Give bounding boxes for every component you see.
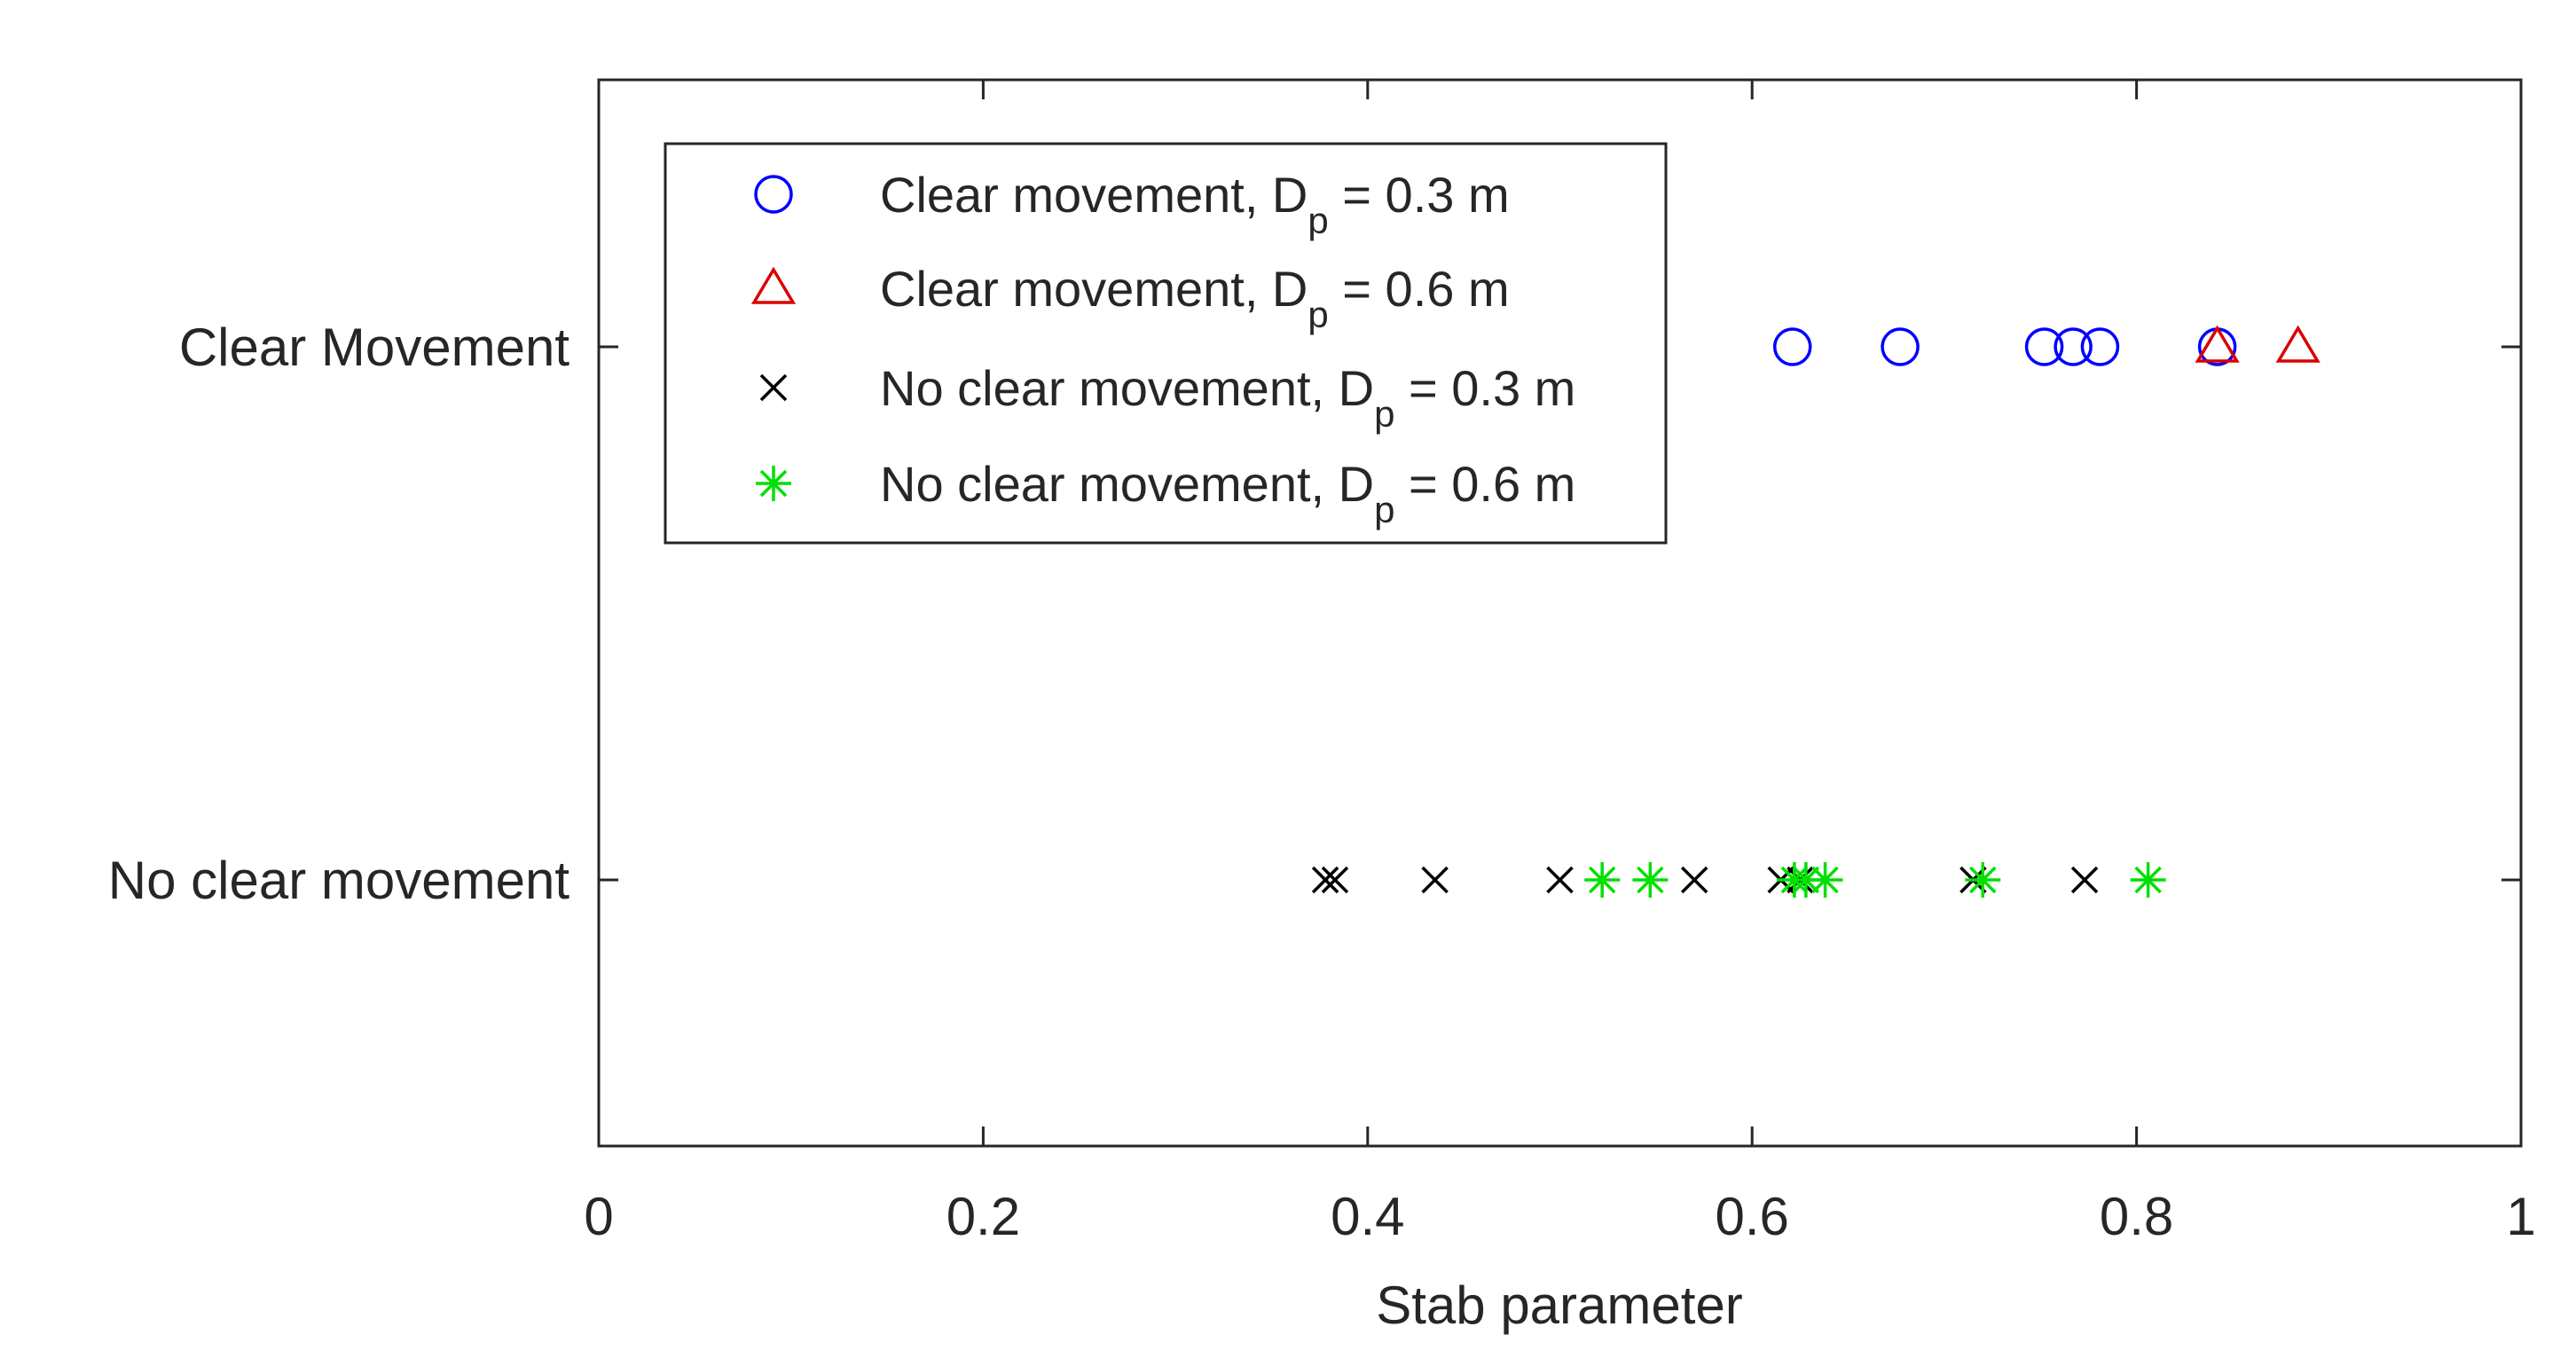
x-tick-label: 0.4	[1331, 1187, 1404, 1246]
axis-ticks	[597, 80, 2523, 1146]
legend-entry-label: No clear movement, Dp = 0.6 m	[880, 456, 1575, 530]
x-tick-label: 0.2	[946, 1187, 1020, 1246]
data-point-asterisk	[1584, 862, 1621, 898]
x-tick-label: 0	[584, 1187, 613, 1246]
legend-box	[664, 142, 1668, 545]
data-point-circle	[1881, 327, 1920, 366]
data-point-asterisk	[1632, 862, 1669, 898]
data-point-x	[1321, 866, 1349, 894]
data-points	[1311, 325, 2321, 898]
data-point-x	[1421, 866, 1449, 894]
legend: Clear movement, Dp = 0.3 m Clear movement…	[664, 142, 1668, 545]
y-tick-label: No clear movement	[108, 851, 570, 910]
legend-marker-asterisk	[756, 466, 791, 501]
y-tick-label: Clear Movement	[179, 318, 569, 377]
data-point-triangle	[2195, 325, 2240, 363]
x-tick-label: 1	[2506, 1187, 2535, 1246]
legend-entry-label: Clear movement, Dp = 0.3 m	[880, 167, 1510, 241]
legend-marker-triangle	[750, 266, 797, 304]
data-point-x	[1311, 866, 1339, 894]
data-point-circle	[2054, 327, 2093, 366]
legend-entry-label: No clear movement, Dp = 0.3 m	[880, 360, 1575, 435]
x-tick-label: 0.6	[1715, 1187, 1788, 1246]
x-tick-label: 0.8	[2100, 1187, 2173, 1246]
x-tick-labels: 0 0.2 0.4 0.6 0.8 1	[584, 1187, 2535, 1246]
data-point-circle	[2080, 327, 2120, 366]
y-tick-labels: No clear movement Clear Movement	[108, 318, 570, 910]
data-point-asterisk	[2130, 862, 2166, 898]
data-point-triangle	[2275, 325, 2321, 363]
legend-entry-label: Clear movement, Dp = 0.6 m	[880, 261, 1510, 335]
legend-marker-x	[759, 373, 788, 402]
data-point-asterisk	[1965, 862, 2001, 898]
data-point-x	[2070, 866, 2099, 894]
data-point-asterisk	[1807, 862, 1843, 898]
x-axis-label: Stab parameter	[1376, 1276, 1743, 1335]
data-point-circle	[2024, 327, 2064, 366]
legend-marker-circle	[754, 175, 793, 214]
data-point-circle	[1772, 327, 1812, 366]
data-point-x	[1680, 866, 1708, 894]
data-point-x	[1546, 866, 1574, 894]
